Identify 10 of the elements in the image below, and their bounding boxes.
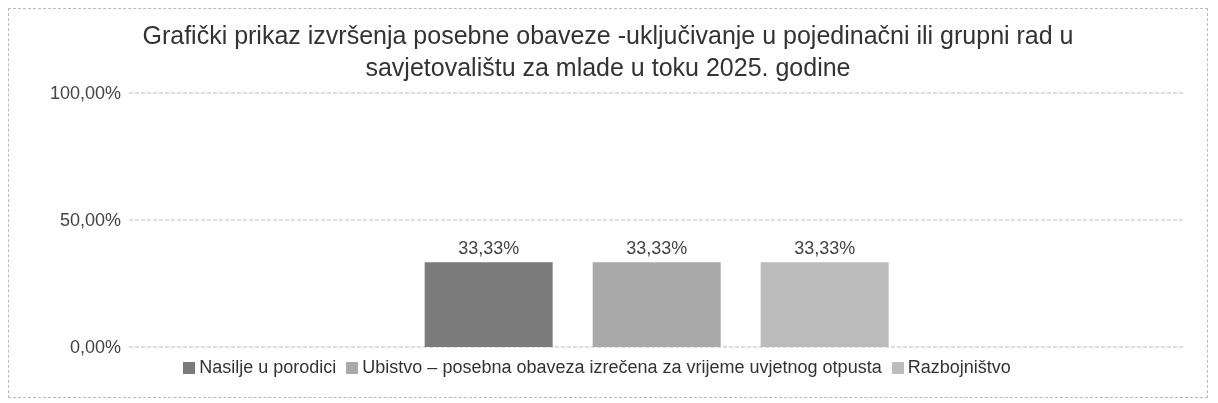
y-tick-label: 100,00% bbox=[49, 83, 121, 104]
y-tick-label: 0,00% bbox=[69, 337, 121, 358]
legend-label: Nasilje u porodici bbox=[199, 357, 337, 377]
chart-title: Grafički prikaz izvršenja posebne obaveze -uključivanje u pojedinačni ili grupni rad u savjetovalištu za mlade u toku 2025. godine bbox=[141, 20, 1075, 83]
legend-label: Razbojništvo bbox=[907, 357, 1011, 377]
data-label: 33,33% bbox=[626, 238, 688, 259]
data-label: 33,33% bbox=[458, 238, 520, 259]
data-label: 33,33% bbox=[794, 238, 856, 259]
legend-label: Ubistvo – posebna obaveza izrečena za vrijeme uvjetnog otpusta bbox=[362, 357, 882, 377]
y-tick-label: 50,00% bbox=[59, 210, 121, 231]
